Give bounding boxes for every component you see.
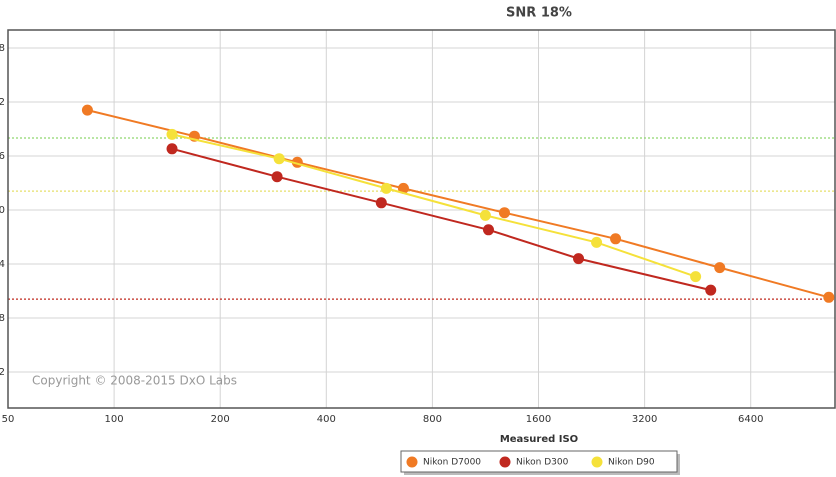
data-point xyxy=(375,197,387,209)
data-point xyxy=(273,153,285,165)
legend-label: Nikon D90 xyxy=(608,458,655,468)
legend-marker xyxy=(499,456,511,468)
data-point xyxy=(705,284,717,296)
data-point xyxy=(479,209,491,221)
data-point xyxy=(271,171,283,183)
x-tick-label: 200 xyxy=(211,414,230,425)
data-point xyxy=(610,233,622,245)
series-line xyxy=(171,133,696,278)
series-line xyxy=(87,109,830,299)
x-tick-label: 1600 xyxy=(526,414,551,425)
legend-label: Nikon D300 xyxy=(516,458,569,468)
y-tick-label: 30 xyxy=(0,205,5,216)
x-tick-label: 6400 xyxy=(738,414,763,425)
data-point xyxy=(166,143,178,155)
x-tick-label: 800 xyxy=(423,414,442,425)
x-axis-title: Measured ISO xyxy=(500,434,578,445)
legend-marker xyxy=(406,456,418,468)
x-tick-label: 100 xyxy=(105,414,124,425)
data-point xyxy=(498,207,510,219)
data-point xyxy=(380,182,392,194)
data-point xyxy=(690,271,702,283)
data-point xyxy=(397,182,409,194)
x-tick-label: 3200 xyxy=(632,414,657,425)
data-point xyxy=(714,262,726,274)
legend-box xyxy=(400,450,678,473)
y-tick-label: 48 xyxy=(0,43,5,54)
series-line xyxy=(171,147,711,292)
y-tick-label: 36 xyxy=(0,151,5,162)
y-tick-label: 42 xyxy=(0,97,5,108)
x-tick-label: 400 xyxy=(317,414,336,425)
data-point xyxy=(591,236,603,248)
copyright: Copyright © 2008-2015 DxO Labs xyxy=(32,374,237,388)
plot-frame xyxy=(7,29,836,409)
y-tick-label: 12 xyxy=(0,367,5,378)
chart-title: SNR 18% xyxy=(506,6,572,21)
y-tick-label: 18 xyxy=(0,313,5,324)
legend-label: Nikon D7000 xyxy=(423,458,481,468)
y-tick-label: 24 xyxy=(0,259,5,270)
data-point xyxy=(573,253,585,265)
data-point xyxy=(823,291,835,303)
data-point xyxy=(482,224,494,236)
legend-marker xyxy=(591,456,603,468)
data-point xyxy=(166,128,178,140)
data-point xyxy=(81,104,93,116)
x-tick-label: 50 xyxy=(2,414,15,425)
